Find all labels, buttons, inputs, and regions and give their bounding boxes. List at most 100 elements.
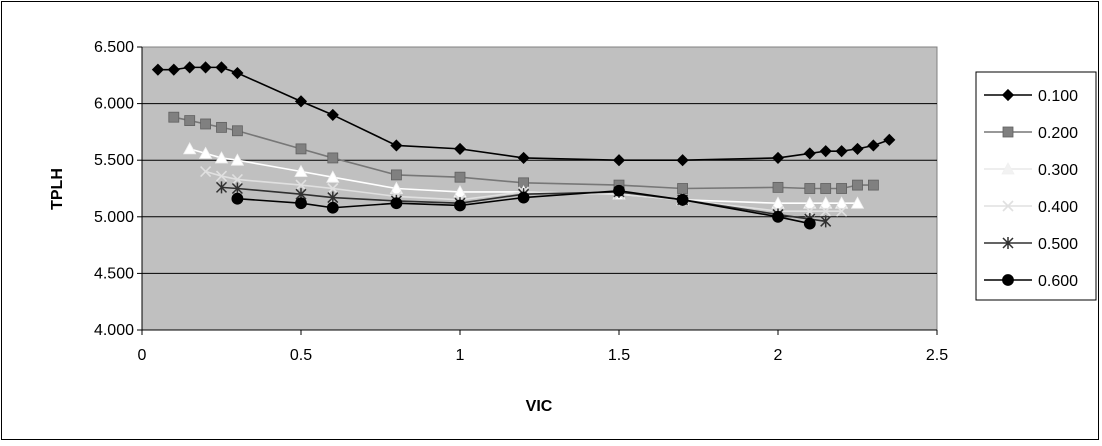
series-0.100 <box>151 61 896 167</box>
data-point <box>151 63 164 76</box>
data-point <box>820 205 832 217</box>
data-point <box>183 61 196 74</box>
data-point <box>294 95 308 108</box>
data-point <box>231 173 243 186</box>
legend-label: 0.400 <box>1038 199 1078 216</box>
y-tick-label: 5.500 <box>94 152 134 169</box>
data-point <box>231 66 244 80</box>
data-point <box>804 205 816 217</box>
data-point <box>883 133 896 146</box>
data-point <box>771 196 785 209</box>
data-point <box>517 191 530 204</box>
data-point <box>326 108 339 121</box>
data-point <box>453 185 467 198</box>
legend-item-0.600: 0.600 <box>984 273 1078 290</box>
data-point <box>804 183 816 194</box>
data-point <box>677 183 688 194</box>
data-point <box>295 197 307 210</box>
data-point <box>850 196 865 209</box>
legend-label: 0.600 <box>1038 273 1078 290</box>
data-point <box>612 154 626 167</box>
data-point <box>803 196 817 209</box>
data-point <box>454 199 466 212</box>
legend-marker <box>1001 88 1015 102</box>
data-point <box>454 171 466 183</box>
data-point <box>327 152 339 164</box>
data-point <box>200 118 212 130</box>
data-point <box>390 169 402 181</box>
data-point <box>676 193 689 206</box>
data-point <box>231 125 243 137</box>
data-point <box>216 121 227 133</box>
legend-item-0.300: 0.300 <box>984 162 1078 179</box>
legend-item-0.100: 0.100 <box>984 88 1078 105</box>
data-point <box>184 115 196 126</box>
x-tick-label: 0.5 <box>290 347 312 364</box>
series-layer <box>151 61 896 230</box>
data-point <box>819 145 832 158</box>
data-point <box>168 111 180 123</box>
gridlines <box>142 103 937 274</box>
y-axis-title: TPLH <box>49 168 66 210</box>
data-point <box>772 181 784 193</box>
data-point <box>835 145 848 158</box>
data-point <box>851 142 864 155</box>
data-point <box>327 191 339 204</box>
x-tick-label: 2.5 <box>926 347 948 364</box>
y-tick-label: 6.500 <box>94 39 134 56</box>
x-tick-label: 0 <box>138 347 147 364</box>
data-point <box>771 151 785 165</box>
data-point <box>326 201 339 214</box>
legend-label: 0.300 <box>1038 162 1078 179</box>
legend-label: 0.500 <box>1038 236 1078 253</box>
data-point <box>326 170 340 183</box>
data-point <box>230 153 245 166</box>
data-point <box>183 142 197 155</box>
legend-marker <box>1001 162 1015 175</box>
data-point <box>772 210 784 223</box>
y-tick-label: 4.500 <box>94 265 134 282</box>
data-point <box>199 61 212 74</box>
data-point <box>803 217 816 230</box>
legend-item-0.200: 0.200 <box>984 125 1078 142</box>
data-point <box>852 179 863 191</box>
x-axis-title: VIC <box>526 398 553 415</box>
data-point <box>200 165 212 178</box>
data-point <box>167 63 180 76</box>
series-0.600 <box>231 184 816 230</box>
data-point <box>836 183 847 194</box>
y-tick-label: 5.000 <box>94 209 134 226</box>
data-point <box>676 154 689 167</box>
data-point <box>231 182 243 195</box>
data-point <box>295 143 307 155</box>
data-point <box>389 181 404 194</box>
data-point <box>517 151 530 165</box>
data-point <box>390 139 403 152</box>
data-point <box>820 183 832 194</box>
data-point <box>294 164 308 177</box>
legend-box <box>975 71 1097 301</box>
data-point <box>214 151 229 164</box>
legend: 0.100 0.200 0.300 0.400 0.500 0.600 <box>975 71 1097 301</box>
data-point <box>613 184 625 197</box>
y-axis-ticks: 4.000 4.500 5.000 5.500 6.000 6.500 <box>94 39 143 339</box>
data-point <box>198 146 213 159</box>
data-point <box>215 181 228 194</box>
data-point <box>231 192 244 205</box>
data-point <box>803 147 816 160</box>
legend-marker <box>1002 126 1014 138</box>
data-point <box>819 196 833 209</box>
legend-marker <box>1002 200 1014 212</box>
series-line <box>237 189 810 225</box>
x-axis-ticks: 0 0.5 1 1.5 2 2.5 <box>138 329 948 364</box>
y-tick-label: 6.000 <box>94 96 134 113</box>
series-0.200 <box>168 111 879 194</box>
legend-item-0.500: 0.500 <box>984 236 1078 253</box>
data-point <box>215 61 228 74</box>
y-tick-label: 4.000 <box>94 322 134 339</box>
data-point <box>867 139 880 152</box>
series-line <box>205 170 842 212</box>
data-point <box>836 205 848 217</box>
legend-label: 0.200 <box>1038 125 1078 142</box>
